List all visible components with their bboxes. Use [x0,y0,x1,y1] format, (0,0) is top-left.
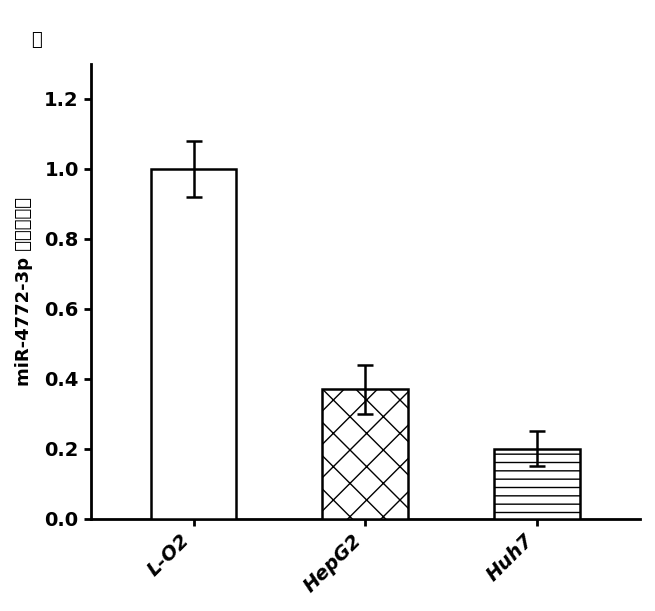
Text: 幅: 幅 [31,31,41,49]
Bar [322,389,408,519]
Bar [151,169,236,519]
Bar [494,449,580,519]
Y-axis label: miR-4772-3p 的相对表达: miR-4772-3p 的相对表达 [15,197,33,386]
